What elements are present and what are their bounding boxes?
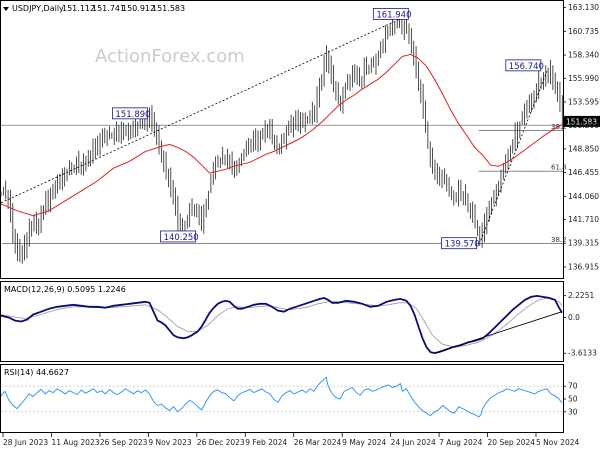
price-tick-label: 148.850 [568,144,599,153]
dropdown-triangle-icon [3,7,9,11]
price-callout-box [441,237,477,250]
macd-trend-line [434,311,563,354]
ohlc-high: 151.741 [92,4,125,13]
x-tick-label: 11 Aug 2023 [51,438,99,447]
price-callout-box [160,230,196,243]
price-tick-label: 151.200 [568,121,599,130]
macd-tick-label: -3.6133 [568,349,597,358]
rsi-tick-label: 30 [568,407,578,416]
rsi-label: RSI(14) 44.6627 [4,368,69,377]
price-callout-label: 151.890 [115,110,150,120]
x-tick-label: 28 Jun 2023 [3,438,48,447]
x-tick-label: 5 Nov 2024 [536,438,579,447]
fib-level-label: 38.2 [551,123,567,131]
price-callout-label: 161.940 [376,10,411,20]
last-price-box [564,115,600,127]
price-callout-label: 156.740 [509,62,544,72]
price-callouts: 161.940 151.890 140.250 139.570 156.740 151.5… [112,8,600,250]
macd-tick-label: 0.0 [568,313,580,322]
price-reference-lines: 38.2 61.8 38.2 [1,123,567,244]
price-header: USDJPY,Daily 151.112 151.741 150.912 151… [3,4,185,13]
ohlc-open: 151.112 [62,4,95,13]
price-callout-box [372,8,409,20]
price-callout-label: 140.250 [164,233,199,243]
macd-axis: 2.2251 0.0 -3.6133 [563,291,597,358]
fib-level-label: 61.8 [551,164,567,172]
rsi-panel [0,364,564,433]
ohlc-close: 151.583 [152,4,185,13]
price-tick-label: 144.060 [568,192,599,201]
x-tick-label: 26 Mar 2024 [294,438,342,447]
macd-signal-line [0,297,563,348]
x-tick-label: 9 May 2024 [342,438,386,447]
symbol-label: USDJPY,Daily [12,4,64,13]
x-tick-label: 20 Sep 2024 [488,438,536,447]
x-tick-label: 24 Jun 2024 [391,438,436,447]
price-tick-label: 139.315 [568,239,599,248]
x-axis: 28 Jun 2023 11 Aug 2023 26 Sep 2023 9 Nov 2… [2,433,579,447]
macd-lines [0,294,563,355]
price-callout-box [112,107,148,120]
moving-average-line [0,53,563,217]
price-tick-label: 155.990 [568,74,599,83]
price-tick-label: 136.915 [568,262,599,271]
price-tick-label: 160.735 [568,27,599,36]
price-tick-label: 163.130 [568,3,599,12]
x-tick-label: 26 Sep 2023 [100,438,148,447]
trend-line-dotted-upper [0,18,401,204]
price-callout-label: 139.570 [445,240,480,250]
macd-label: MACD(12,26,9) 0.5095 1.2246 [4,285,126,294]
last-price-label: 151.583 [566,117,597,126]
rsi-tick-label: 50 [568,395,578,404]
rsi-line [0,376,563,418]
price-overlays [0,18,563,241]
x-tick-label: 7 Aug 2024 [439,438,482,447]
price-tick-label: 158.340 [568,51,599,60]
ohlc-low: 150.912 [122,4,155,13]
fib-level-label: 38.2 [551,236,567,244]
x-tick-label: 26 Dec 2023 [197,438,245,447]
x-tick-label: 9 Nov 2023 [148,438,191,447]
price-candles [0,10,563,264]
price-tick-label: 141.710 [568,215,599,224]
rsi-tick-label: 70 [568,382,578,391]
watermark: ActionForex.com [95,46,245,67]
price-tick-label: 146.455 [568,168,599,177]
price-tick-label: 153.595 [568,97,599,106]
rsi-axis: 70 50 30 [563,382,578,416]
macd-panel [0,281,564,362]
price-callout-box [505,59,542,72]
rsi-lines [0,376,563,418]
macd-tick-label: 2.2251 [568,291,594,300]
price-axis: 163.130 160.735 158.340 155.990 153.595 151.2… [563,3,599,271]
x-tick-label: 9 Feb 2024 [245,438,287,447]
